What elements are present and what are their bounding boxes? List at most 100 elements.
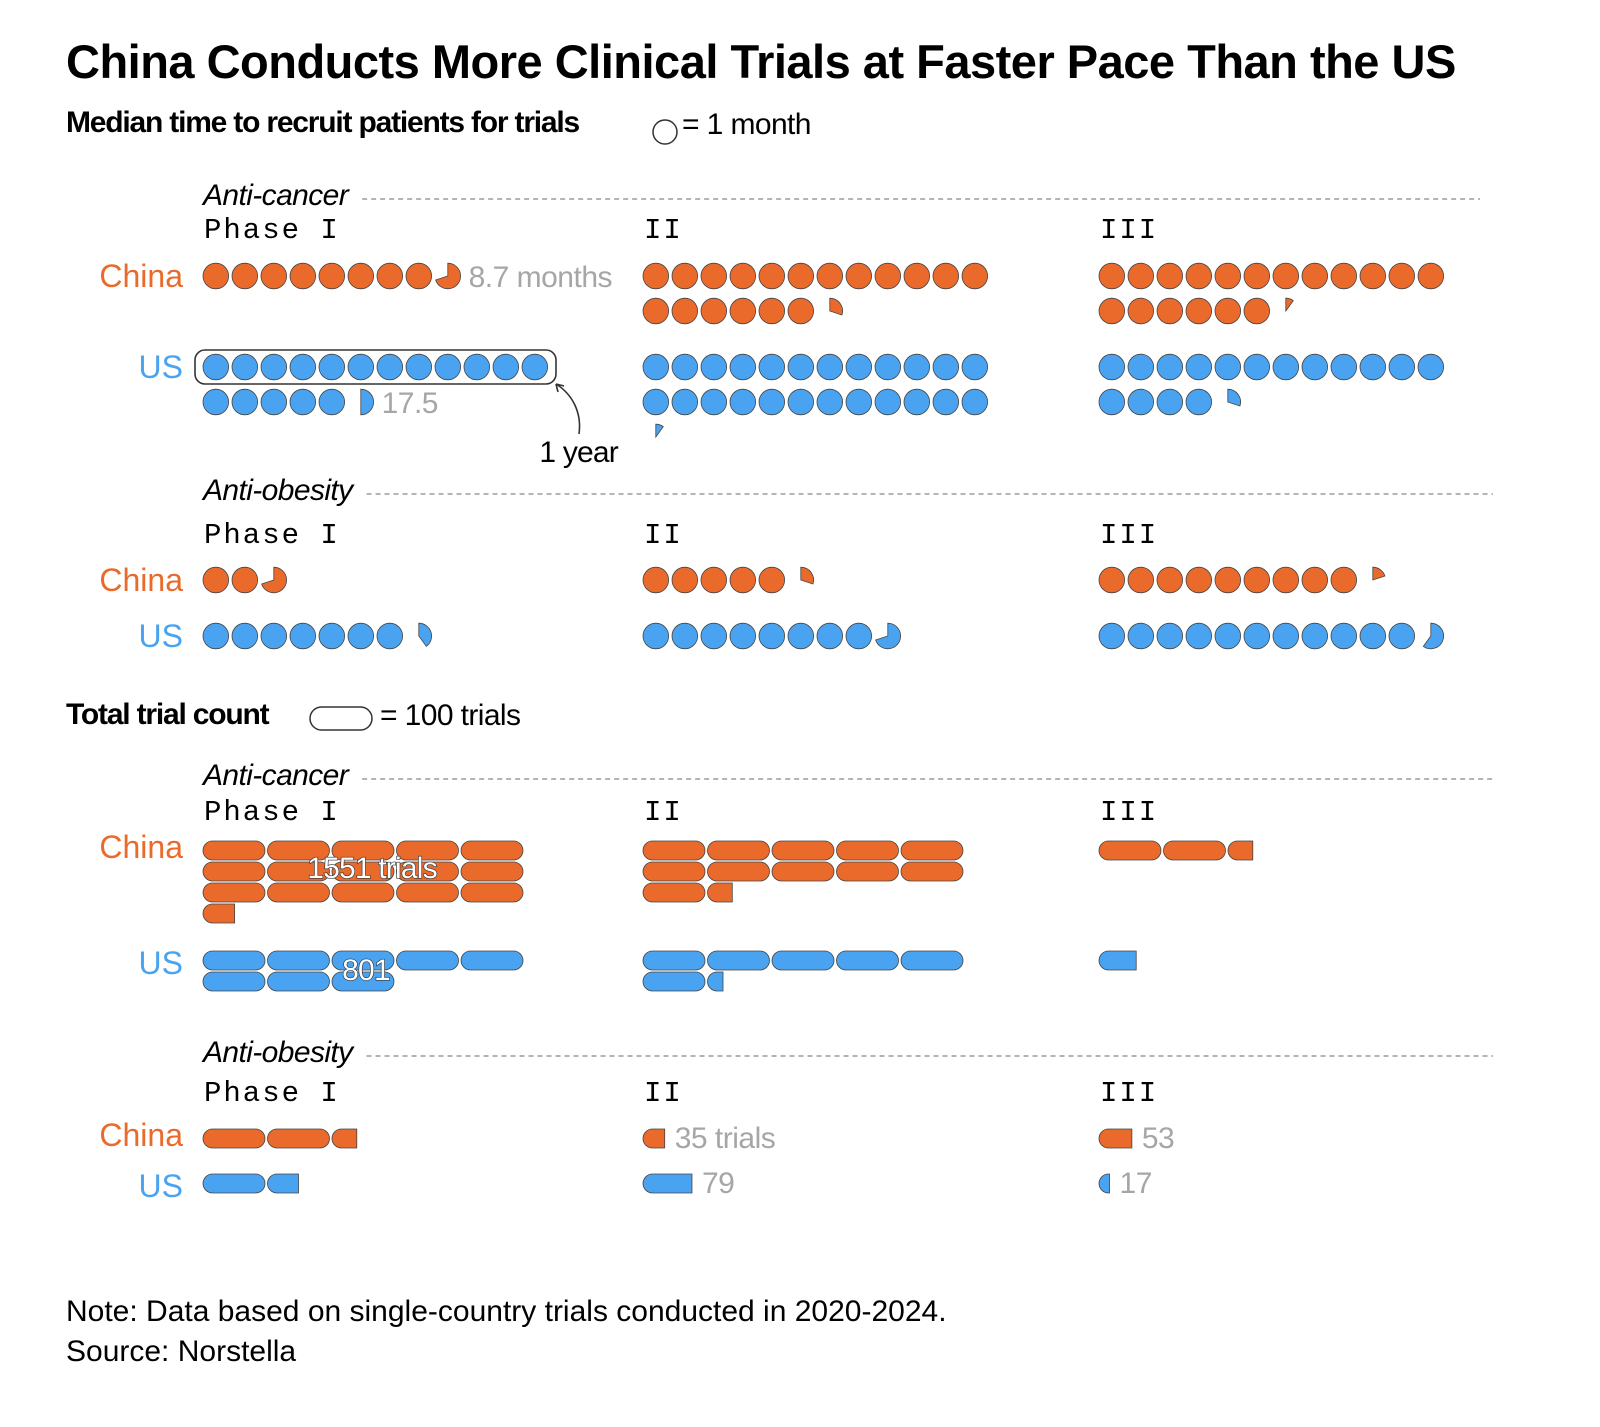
- time-obesity-china-p3-month-1: [1098, 566, 1126, 594]
- time-cancer-us-p2-month-23: [932, 388, 960, 416]
- time-obesity-us-p3-month-6: [1243, 622, 1271, 650]
- count-obesity-us-p1-unit-1: [202, 1173, 266, 1194]
- count-obesity-phase-label-2: II: [644, 1077, 683, 1110]
- count-cancer-china-p1-unit-6: [202, 861, 266, 882]
- time-cancer-us-p1-month-3: [260, 353, 288, 381]
- time-cancer-china-p3-month-6: [1243, 262, 1271, 290]
- count-obesity-us-p2-unit-1: [642, 1173, 693, 1194]
- time-obesity-china-p3-month-6: [1243, 566, 1271, 594]
- count-cancer-us-p1-unit-8: [331, 971, 395, 992]
- time-cancer-us-p2-month-7: [816, 353, 844, 381]
- count-cancer-phase-label-3: III: [1100, 796, 1158, 829]
- time-obesity-china-p3-month-5: [1214, 566, 1242, 594]
- count-cancer-us-p2-unit-4: [836, 950, 899, 971]
- time-obesity-china-p3-month-9: [1330, 566, 1358, 594]
- time-obesity-us-p3-month-11: [1388, 622, 1416, 650]
- time-cancer-us-p3-month-2: [1127, 353, 1155, 381]
- time-cancer-us-p2-month-12: [961, 353, 989, 381]
- time-cancer-group-label: Anti-cancer: [201, 179, 350, 212]
- count-cancer-china-p2-unit-6: [642, 861, 706, 882]
- time-obesity-phase-label-3: III: [1100, 519, 1158, 552]
- time-cancer-us-p3-month-11: [1388, 353, 1416, 381]
- time-obesity-us-p2-month-1: [642, 622, 670, 650]
- time-obesity-us-p2-month-8: [845, 622, 873, 650]
- count-obesity-phase-label-1: Phase I: [204, 1077, 340, 1110]
- count-cancer-china-p2-unit-9: [836, 861, 899, 882]
- time-cancer-china-p2-month-19: [829, 297, 843, 316]
- count-cancer-us-p2-unit-1: [642, 950, 706, 971]
- time-obesity-china-p3-month-7: [1272, 566, 1300, 594]
- count-cancer-china-p2-unit-11: [642, 882, 706, 903]
- time-obesity-us-p2-month-5: [758, 622, 786, 650]
- time-obesity-china-p2-month-5: [758, 566, 786, 594]
- time-cancer-us-p1-month-14: [231, 388, 259, 416]
- time-cancer-china-p3-month-15: [1156, 297, 1184, 325]
- count-cancer-china-p2-unit-10: [900, 861, 964, 882]
- time-obesity-us-row-label: US: [139, 618, 183, 654]
- time-cancer-us-p1-month-12: [521, 353, 549, 381]
- time-obesity-china-row-label: China: [99, 562, 183, 598]
- count-cancer-us-p2-unit-3: [771, 950, 835, 971]
- time-cancer-us-p2-month-1: [642, 353, 670, 381]
- count-cancer-us-p1-unit-1: [202, 950, 266, 971]
- time-cancer-us-p2-month-16: [729, 388, 757, 416]
- time-cancer-us-p1-month-2: [231, 353, 259, 381]
- time-obesity-us-p1-month-3: [260, 622, 288, 650]
- time-cancer-us-p2-month-24: [961, 388, 989, 416]
- time-obesity-phase-label-1: Phase I: [204, 519, 340, 552]
- time-cancer-china-p3-month-1: [1098, 262, 1126, 290]
- time-cancer-china-p2-month-9: [874, 262, 902, 290]
- time-cancer-us-p2-month-13: [642, 388, 670, 416]
- time-cancer-china-p3-month-11: [1388, 262, 1416, 290]
- time-cancer-china-p2-month-4: [729, 262, 757, 290]
- time-cancer-china-p1-month-1: [202, 262, 230, 290]
- time-cancer-china-p1-value-label: 8.7 months: [469, 261, 612, 294]
- time-obesity-us-p3-month-10: [1359, 622, 1387, 650]
- time-cancer-us-p3-month-9: [1330, 353, 1358, 381]
- time-cancer-us-p1-month-1: [202, 353, 230, 381]
- count-cancer-phase-label-1: Phase I: [204, 796, 340, 829]
- time-obesity-us-p1-month-1: [202, 622, 230, 650]
- time-cancer-china-p3-month-9: [1330, 262, 1358, 290]
- time-obesity-us-p3-month-8: [1301, 622, 1329, 650]
- time-cancer-us-p3-month-14: [1127, 388, 1155, 416]
- time-cancer-china-p2-month-2: [671, 262, 699, 290]
- time-cancer-china-p2-month-15: [700, 297, 728, 325]
- time-obesity-us-p3-month-2: [1127, 622, 1155, 650]
- count-cancer-china-p2-unit-5: [900, 840, 964, 861]
- chart-title: China Conducts More Clinical Trials at F…: [66, 35, 1456, 88]
- count-obesity-group-label: Anti-obesity: [201, 1036, 355, 1069]
- count-cancer-us-p1-unit-3: [331, 950, 395, 971]
- count-obesity-china-p3-unit-1: [1098, 1128, 1133, 1149]
- count-cancer-china-p3-unit-3: [1227, 840, 1254, 861]
- count-cancer-china-p1-unit-15: [460, 882, 524, 903]
- time-obesity-china-p2-month-6: [800, 566, 814, 585]
- time-cancer-china-p1-month-8: [405, 262, 433, 290]
- time-cancer-china-p3-month-4: [1185, 262, 1213, 290]
- time-cancer-us-p3-month-10: [1359, 353, 1387, 381]
- time-cancer-us-p1-month-13: [202, 388, 230, 416]
- count-cancer-china-row-label: China: [99, 829, 183, 865]
- time-cancer-china-p3-month-3: [1156, 262, 1184, 290]
- time-cancer-us-p1-value-label: 17.5: [382, 387, 438, 420]
- time-cancer-us-row-label: US: [139, 349, 183, 385]
- time-cancer-us-p1-month-15: [260, 388, 288, 416]
- time-cancer-china-p3-month-17: [1214, 297, 1242, 325]
- time-cancer-phase-label-1: Phase I: [204, 214, 340, 247]
- time-cancer-us-p2-month-17: [758, 388, 786, 416]
- time-cancer-china-row-label: China: [99, 258, 183, 294]
- note-text: Note: Data based on single-country trial…: [66, 1295, 947, 1328]
- time-obesity-china-p2-month-3: [700, 566, 728, 594]
- time-cancer-us-p2-month-22: [903, 388, 931, 416]
- time-obesity-us-p1-month-6: [347, 622, 375, 650]
- time-cancer-china-p3-month-16: [1185, 297, 1213, 325]
- time-obesity-us-p2-month-4: [729, 622, 757, 650]
- count-obesity-us-p1-unit-2: [267, 1173, 299, 1194]
- count-cancer-china-p2-unit-3: [771, 840, 835, 861]
- count-cancer-us-p1-unit-7: [267, 971, 330, 992]
- time-cancer-us-p2-month-10: [903, 353, 931, 381]
- count-cancer-china-p1-unit-5: [460, 840, 524, 861]
- time-cancer-china-p1-month-9: [435, 262, 461, 290]
- time-cancer-us-p2-month-3: [700, 353, 728, 381]
- time-obesity-us-p2-month-6: [787, 622, 815, 650]
